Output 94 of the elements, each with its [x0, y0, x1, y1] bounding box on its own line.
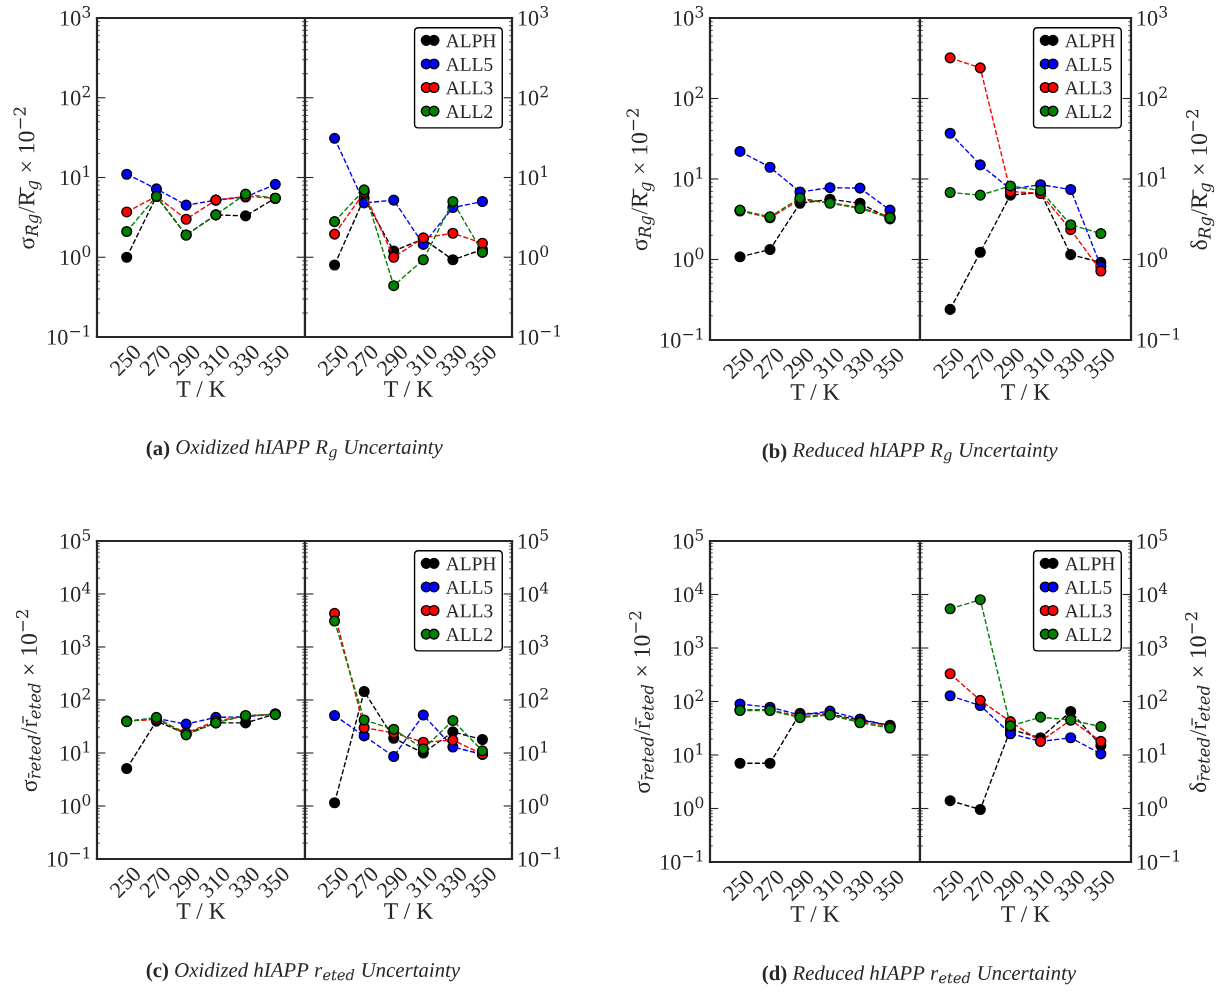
- y-tick-label: 10$^{4}$: [673, 582, 704, 603]
- legend-label: ALL5: [1064, 57, 1112, 71]
- legend-label: ALL3: [445, 81, 493, 95]
- x-axis-title: T / K: [176, 903, 226, 919]
- legend-label: ALL2: [1064, 105, 1112, 118]
- y2-tick-label: 10$^{3}$: [1137, 5, 1168, 26]
- y-tick-label: 10$^{2}$: [60, 687, 90, 708]
- legend-label: ALL5: [1064, 580, 1112, 594]
- y-tick-label: 10$^{5}$: [673, 529, 704, 549]
- y-axis-title: σ$_{R̄g}$/R̄$_{g}$ × 10$^{−2}$: [626, 109, 655, 251]
- y2-tick-label: 10$^{2}$: [1137, 689, 1167, 710]
- legend-label: ALL3: [445, 604, 493, 618]
- y2-tick-label: 10$^{3}$: [518, 634, 549, 655]
- y2-tick-label: 10$^{2}$: [518, 687, 548, 708]
- y2-axis-title: δ$_{Rg}$/R̄$_{g}$ × 10$^{−2}$: [1186, 110, 1215, 250]
- y2-tick-label: 10$^{1}$: [518, 165, 547, 186]
- y-axis-title: σ$_{R̄g}$/R̄$_{g}$ × 10$^{−2}$: [13, 107, 42, 249]
- text: (b): [762, 443, 787, 463]
- y-tick-label: 10$^{−1}$: [661, 849, 703, 870]
- y-tick-label: 10$^{4}$: [60, 581, 91, 602]
- y2-tick-label: 10$^{1}$: [1137, 742, 1166, 763]
- y-tick-label: 10$^{1}$: [673, 166, 703, 187]
- y-tick-label: 10$^{2}$: [673, 689, 703, 710]
- y-tick-label: 10$^{1}$: [60, 740, 90, 761]
- legend-label: ALL3: [1064, 81, 1112, 95]
- y2-tick-label: 10$^{2}$: [1137, 86, 1167, 107]
- x-axis-title: T / K: [384, 903, 433, 919]
- x-tick-label: 350: [1083, 346, 1116, 380]
- legend-label: ALPH: [445, 34, 496, 48]
- y-axis-title: σ$_{r̄eted}$/r̄$_{eted}$ × 10$^{−2}$: [15, 610, 41, 792]
- x-tick-label: 350: [464, 343, 498, 377]
- y2-tick-label: 10$^{0}$: [1137, 247, 1168, 268]
- legend-label: ALL5: [445, 580, 493, 594]
- y2-tick-label: 10$^{0}$: [518, 245, 549, 266]
- y-tick-label: 10$^{−1}$: [48, 324, 90, 345]
- x-tick-label: 350: [257, 865, 291, 899]
- y-tick-label: 10$^{3}$: [60, 634, 91, 655]
- y2-tick-label: 10$^{2}$: [518, 85, 548, 106]
- legend-label: ALL2: [1064, 628, 1112, 641]
- y2-tick-label: 10$^{3}$: [518, 5, 549, 26]
- y2-tick-label: 10$^{−1}$: [1137, 849, 1180, 870]
- text: (d): [762, 965, 787, 985]
- y2-tick-label: 10$^{4}$: [518, 581, 549, 602]
- y2-tick-label: 10$^{5}$: [518, 529, 548, 549]
- y-tick-label: 10$^{3}$: [60, 5, 91, 26]
- y2-tick-label: 10$^{5}$: [1137, 529, 1167, 549]
- legend-label: ALL5: [445, 57, 493, 71]
- y-tick-label: 10$^{−1}$: [661, 327, 703, 348]
- y2-tick-label: 10$^{3}$: [1137, 635, 1168, 656]
- x-axis-title: T / K: [1001, 906, 1050, 922]
- text: Reduced hIAPP R$_{g}$ Uncertainty: [792, 442, 1058, 464]
- text: Oxidized hIAPP R$_{g}$ Uncertainty: [176, 439, 443, 461]
- x-axis-title: T / K: [176, 381, 226, 397]
- text: (a): [146, 440, 170, 460]
- y-tick-label: 10$^{2}$: [673, 86, 703, 107]
- y-tick-label: 10$^{1}$: [673, 742, 703, 763]
- x-tick-label: 350: [257, 343, 291, 377]
- x-tick-label: 350: [1083, 868, 1116, 902]
- y-tick-label: 10$^{0}$: [60, 245, 91, 266]
- legend-label: ALPH: [1064, 34, 1115, 48]
- y2-tick-label: 10$^{−1}$: [518, 846, 561, 867]
- y-tick-label: 10$^{0}$: [673, 247, 704, 268]
- y2-tick-label: 10$^{1}$: [1137, 166, 1166, 187]
- x-tick-label: 350: [464, 865, 498, 899]
- x-axis-title: T / K: [790, 906, 840, 922]
- y2-tick-label: 10$^{−1}$: [1137, 327, 1180, 348]
- x-tick-label: 350: [872, 868, 906, 902]
- y-axis-title: σ$_{r̄eted}$/r̄$_{eted}$ × 10$^{−2}$: [628, 611, 654, 793]
- x-axis-title: T / K: [790, 384, 840, 400]
- y2-axis-title: δ$_{r̄eted}$/r̄$_{eted}$ × 10$^{−2}$: [1185, 612, 1210, 792]
- x-axis-title: T / K: [1001, 384, 1050, 400]
- y-tick-label: 10$^{2}$: [60, 85, 90, 106]
- text: Reduced hIAPP r$_{eted}$ Uncertainty: [792, 965, 1077, 985]
- legend-label: ALPH: [445, 557, 496, 571]
- legend-label: ALL2: [445, 105, 493, 118]
- y-tick-label: 10$^{1}$: [60, 165, 90, 186]
- y-tick-label: 10$^{5}$: [60, 529, 91, 549]
- text: Oxidized hIAPP r$_{eted}$ Uncertainty: [175, 962, 461, 982]
- y2-tick-label: 10$^{4}$: [1137, 582, 1168, 603]
- y2-tick-label: 10$^{0}$: [518, 793, 549, 814]
- legend-label: ALL3: [1064, 604, 1112, 618]
- y-tick-label: 10$^{−1}$: [48, 846, 90, 867]
- legend-label: ALPH: [1064, 557, 1115, 571]
- y-tick-label: 10$^{3}$: [673, 635, 704, 656]
- y2-tick-label: 10$^{−1}$: [518, 324, 561, 345]
- y-tick-label: 10$^{0}$: [60, 793, 91, 814]
- x-axis-title: T / K: [384, 381, 433, 397]
- x-tick-label: 350: [872, 346, 906, 380]
- y2-tick-label: 10$^{0}$: [1137, 796, 1168, 817]
- y-tick-label: 10$^{0}$: [673, 796, 704, 817]
- legend-label: ALL2: [445, 628, 493, 641]
- y-tick-label: 10$^{3}$: [673, 5, 704, 26]
- y2-tick-label: 10$^{1}$: [518, 740, 547, 761]
- text: (c): [146, 962, 168, 982]
